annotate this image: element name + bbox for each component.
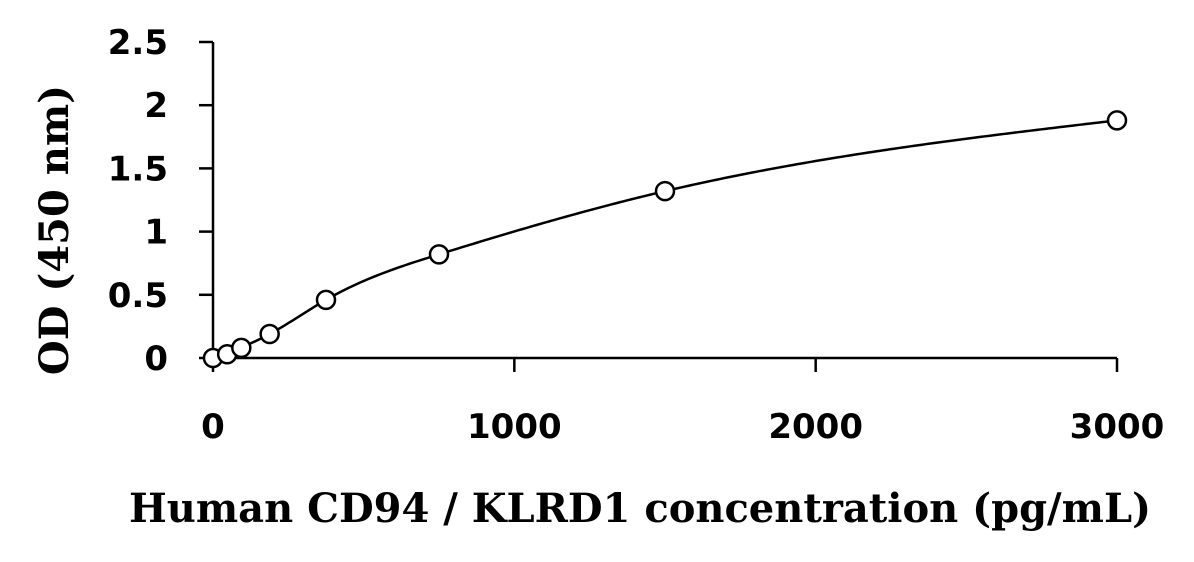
data-point <box>1106 110 1128 131</box>
y-tick-label: 2.5 <box>108 23 168 63</box>
axes <box>211 42 1117 360</box>
x-tick-label: 0 <box>201 407 225 447</box>
data-point <box>315 289 337 311</box>
tick-labels: 0 0.5 1 1.5 2 2.5 0 1000 2000 3000 <box>108 23 1165 447</box>
y-tick-label: 1 <box>144 213 168 253</box>
y-tick-label: 0 <box>144 339 168 379</box>
data-point <box>654 180 676 202</box>
y-tick-label: 0.5 <box>108 276 168 316</box>
y-tick-label: 2 <box>144 86 168 126</box>
data-point <box>231 337 252 359</box>
data-point <box>259 323 280 345</box>
fit-curve <box>212 119 1118 360</box>
x-tick-label: 2000 <box>768 407 863 447</box>
data-point <box>428 244 450 265</box>
x-tick-label: 1000 <box>467 407 562 447</box>
x-tick-label: 3000 <box>1070 407 1165 447</box>
y-axis-title: OD (450 nm) <box>31 85 78 375</box>
axis-ticks <box>199 40 1119 372</box>
x-axis-title: Human CD94 / KLRD1 concentration (pg/mL) <box>129 485 1151 532</box>
data-points <box>202 110 1128 369</box>
y-tick-label: 1.5 <box>108 149 168 189</box>
